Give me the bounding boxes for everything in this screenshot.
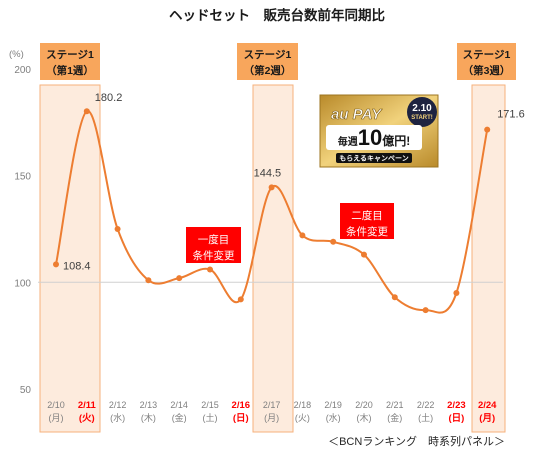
x-tick-weekday: (水): [110, 412, 125, 423]
stage-box: [457, 43, 516, 80]
data-point: [145, 277, 152, 284]
x-tick-weekday: (木): [357, 412, 372, 423]
y-tick-label: 150: [14, 172, 31, 183]
x-tick-label: 2/15: [201, 400, 219, 410]
stage-label-boxes: ステージ1 （第1週） ステージ1 （第2週） ステージ1 （第3週）: [40, 43, 516, 80]
stage-label-week1: ステージ1 （第1週）: [40, 43, 100, 80]
data-point: [176, 275, 183, 282]
y-tick-label: 200: [14, 65, 31, 76]
au-pay-campaign-banner: au PAY 2.10 START! 毎週10億円! もらえるキャンペーン: [319, 94, 439, 168]
banner-tagline: もらえるキャンペーン: [339, 154, 408, 163]
x-tick-weekday: (月): [49, 413, 64, 423]
x-tick-label: 2/20: [355, 400, 373, 410]
stage-label-week2: ステージ1 （第2週）: [237, 43, 298, 80]
axis-layer: 200 150 100 50 2/10 (月) 2/11 (火) 2/12 (水) 2/13 (木) 2…: [14, 65, 503, 424]
x-tick-label: 2/17: [263, 400, 281, 410]
data-point: [268, 184, 275, 191]
condition-order: 一度目: [198, 233, 230, 246]
x-tick-label: 2/22: [417, 400, 435, 410]
stage-box: [237, 43, 298, 80]
data-point: [53, 261, 59, 268]
x-tick-weekday: (日): [233, 413, 249, 424]
x-tick-label: 2/16: [232, 400, 251, 411]
stage-title: ステージ1: [46, 49, 94, 61]
condition-box: [186, 227, 241, 263]
data-point: [207, 266, 213, 273]
banner-start-text: START!: [411, 115, 433, 121]
x-tick-weekday: (水): [326, 412, 341, 423]
data-label-layer: 108.4 180.2 144.5 171.6: [63, 92, 525, 272]
x-tick-weekday: (月): [264, 413, 279, 423]
stage-title: ステージ1: [463, 49, 511, 61]
x-tick-weekday: (土): [203, 412, 218, 423]
condition-box: [340, 203, 394, 239]
stage-band-week2: [252, 84, 294, 433]
x-tick-weekday: (火): [79, 413, 95, 424]
x-tick-label: 2/24: [478, 400, 497, 411]
data-point: [361, 251, 367, 258]
x-tick-label: 2/18: [294, 400, 312, 410]
x-tick-weekday: (土): [418, 412, 433, 423]
banner-start-badge: [407, 97, 437, 127]
data-label: 180.2: [95, 92, 123, 104]
data-point: [237, 296, 244, 303]
data-label: 108.4: [63, 260, 91, 272]
banner-tagline-bar: [336, 153, 412, 163]
second-condition-change: 二度目 条件変更: [340, 203, 394, 239]
x-tick-weekday: (金): [387, 412, 402, 423]
data-label: 144.5: [254, 167, 282, 179]
x-tick-label: 2/23: [447, 400, 466, 411]
banner-headline-prefix: 毎週: [338, 135, 358, 148]
data-point: [330, 238, 337, 245]
data-point: [391, 294, 398, 301]
condition-order: 二度目: [351, 209, 383, 222]
data-point: [484, 126, 491, 133]
y-tick-label: 50: [20, 385, 32, 396]
stage-band-week1: [39, 84, 101, 433]
x-tick-weekday: (火): [295, 413, 310, 423]
series-layer: [53, 108, 491, 314]
data-point: [114, 226, 121, 232]
x-tick-label: 2/10: [47, 400, 65, 410]
stage-week: （第3週）: [463, 64, 511, 77]
condition-text: 条件変更: [193, 249, 235, 262]
y-tick-label: 100: [14, 278, 31, 289]
data-point: [83, 108, 90, 115]
x-tick-weekday: (日): [448, 413, 464, 424]
banner-headline-suffix: 億円!: [382, 133, 410, 148]
data-point: [299, 232, 306, 239]
x-tick-label: 2/11: [78, 400, 97, 411]
x-tick-label: 2/13: [140, 400, 158, 410]
x-tick-weekday: (木): [141, 412, 156, 423]
x-tick-weekday: (月): [479, 413, 495, 424]
stage-box: [40, 43, 100, 80]
data-label: 171.6: [497, 109, 525, 121]
x-tick-label: 2/14: [170, 400, 188, 410]
x-tick-label: 2/12: [109, 400, 127, 410]
y-axis-unit-label: (%): [9, 49, 24, 60]
stage-title: ステージ1: [244, 49, 292, 61]
chart-title: ヘッドセット 販売台数前年同期比: [169, 7, 385, 23]
stage-bands: [39, 84, 506, 433]
stage-week: （第1週）: [46, 64, 94, 77]
banner-brand-logo: au PAY: [331, 106, 383, 123]
x-tick-weekday: (金): [172, 412, 187, 423]
banner-headline: 毎週10億円!: [338, 125, 410, 150]
banner-headline-number: 10: [358, 125, 382, 150]
stage-week: （第2週）: [244, 64, 292, 77]
condition-change-annotations: 一度目 条件変更 二度目 条件変更: [186, 203, 394, 263]
x-tick-label: 2/19: [324, 400, 342, 410]
banner-headline-panel: [326, 125, 422, 150]
x-tick-label: 2/21: [386, 400, 404, 410]
banner-start-date: 2.10: [412, 103, 432, 114]
data-point: [453, 290, 460, 296]
stage-label-week3: ステージ1 （第3週）: [457, 43, 516, 80]
source-note: ＜BCNランキング 時系列パネル＞: [328, 434, 505, 448]
stage-band-week3: [471, 84, 506, 433]
first-condition-change: 一度目 条件変更: [186, 227, 241, 263]
data-point: [422, 307, 429, 314]
condition-text: 条件変更: [346, 225, 388, 238]
